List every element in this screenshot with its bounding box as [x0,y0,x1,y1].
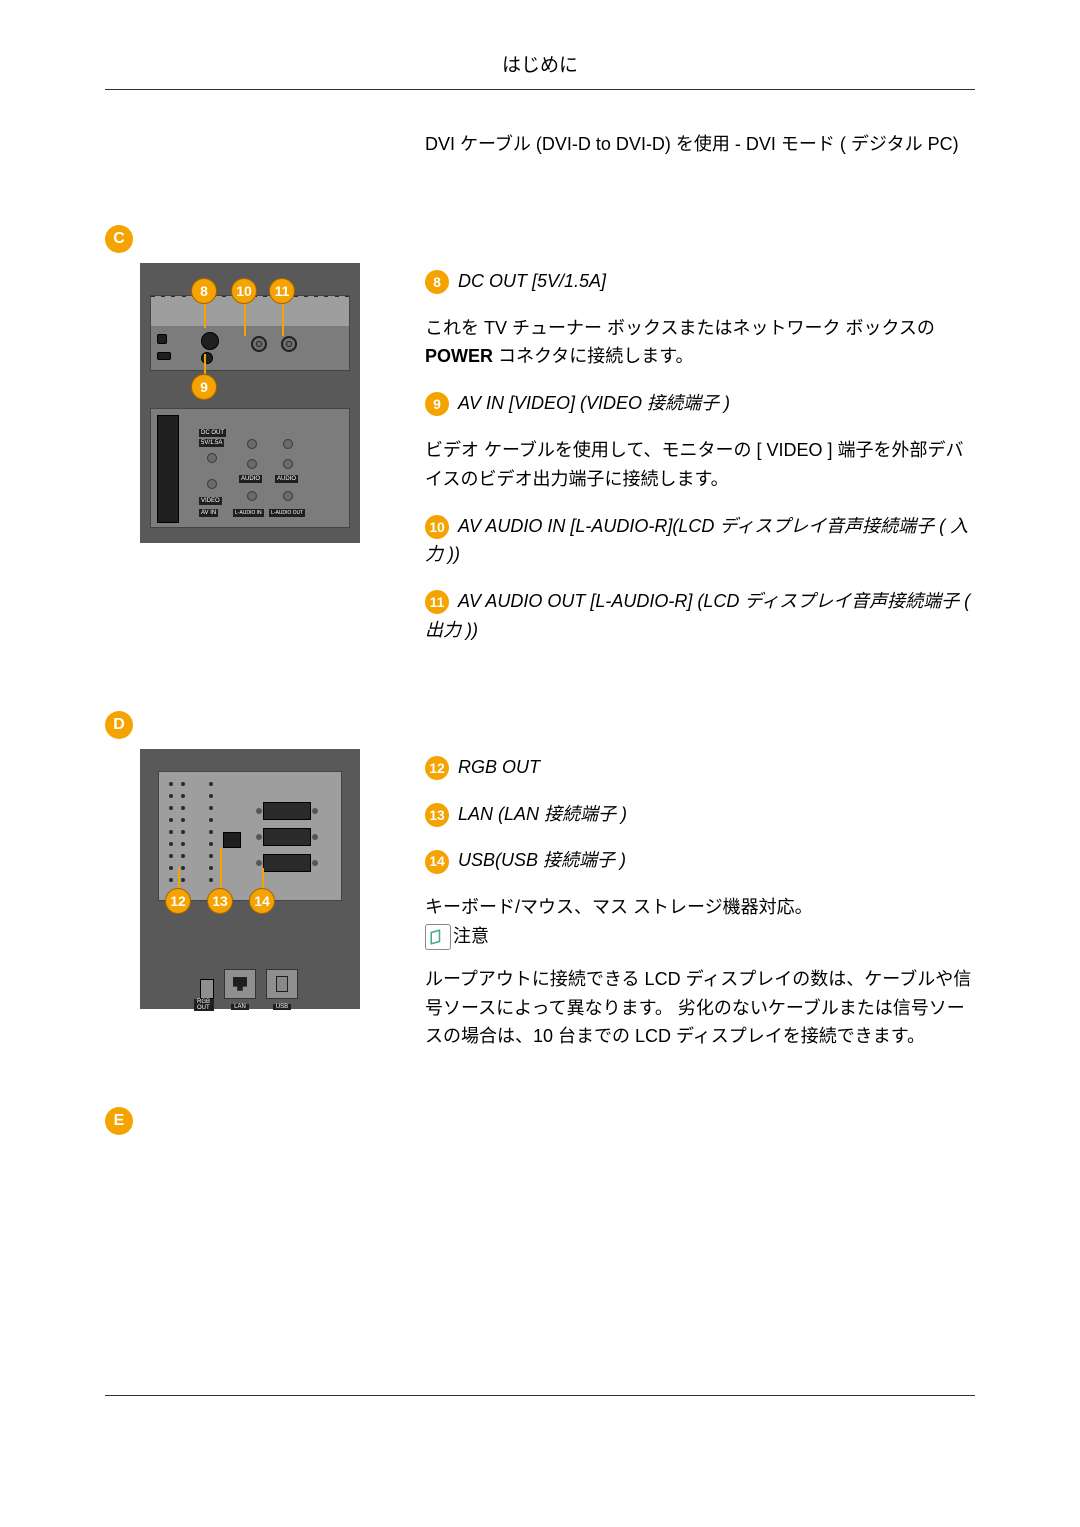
item-14-label: 14 USB(USB 接続端子 ) [425,846,975,875]
vga-port-1 [263,802,311,820]
callout-13: 13 [207,888,233,914]
diagram-d-panel: 12 13 14 [158,771,342,901]
callout-14: 14 [249,888,275,914]
item-8-label: 8 DC OUT [5V/1.5A] [425,267,975,296]
section-letter-e: E [105,1107,133,1135]
bullet-12: 12 [425,756,449,780]
diagram-c-top-panel: 8 10 11 9 [150,295,350,371]
bullet-8: 8 [425,270,449,294]
diagram-d-bottom-ports: RGB OUT LAN USB [200,969,298,999]
note-icon [425,924,451,950]
item-10-label: 10 AV AUDIO IN [L-AUDIO-R](LCD ディスプレイ音声接… [425,512,975,570]
usb-port-box: USB [266,969,298,999]
bullet-14: 14 [425,850,449,874]
desc-loopout: ループアウトに接続できる LCD ディスプレイの数は、ケーブルや信号ソースによっ… [425,965,975,1051]
section-c: C 8 10 [105,217,975,663]
lan-port-inner [223,832,241,848]
callout-10: 10 [231,278,257,304]
desc-kbmouse: キーボード/マウス、マス ストレージ機器対応。 [425,893,975,922]
bullet-9: 9 [425,392,449,416]
diagram-c: 8 10 11 9 DC OUT 5V/1.5A VIDEO AV [140,263,360,543]
callout-12: 12 [165,888,191,914]
lan-port-box: LAN [224,969,256,999]
page: はじめに DVI ケーブル (DVI-D to DVI-D) を使用 - DVI… [0,0,1080,1496]
top-text-row: DVI ケーブル (DVI-D to DVI-D) を使用 - DVI モード … [105,130,975,177]
bullet-11: 11 [425,590,449,614]
item-12-label: 12 RGB OUT [425,753,975,782]
dvi-text: DVI ケーブル (DVI-D to DVI-D) を使用 - DVI モード … [425,130,975,159]
diagram-d: 12 13 14 RGB OUT LAN [140,749,360,1009]
item-9-desc: ビデオ ケーブルを使用して、モニターの [ VIDEO ] 端子を外部デバイスの… [425,436,975,494]
vga-port-3 [263,854,311,872]
rgbout-small [200,979,214,999]
page-header: はじめに [105,50,975,90]
note-line: 注意 [425,922,975,951]
section-d: D 12 13 14 [105,703,975,1069]
section-letter-d: D [105,711,133,739]
item-9-label: 9 AV IN [VIDEO] (VIDEO 接続端子 ) [425,389,975,418]
item-8-desc: これを TV チューナー ボックスまたはネットワーク ボックスのPOWER コネ… [425,314,975,372]
callout-8: 8 [191,278,217,304]
diagram-c-bottom-panel: DC OUT 5V/1.5A VIDEO AV IN AUDIO L-AUDIO… [150,408,350,528]
section-e: E [105,1099,975,1135]
item-13-label: 13 LAN (LAN 接続端子 ) [425,800,975,829]
bullet-10: 10 [425,515,449,539]
callout-9: 9 [191,374,217,400]
section-letter-c: C [105,225,133,253]
footer-rule [105,1395,975,1396]
item-11-label: 11 AV AUDIO OUT [L-AUDIO-R] (LCD ディスプレイ音… [425,587,975,645]
bullet-13: 13 [425,803,449,827]
callout-11: 11 [269,278,295,304]
vga-port-2 [263,828,311,846]
